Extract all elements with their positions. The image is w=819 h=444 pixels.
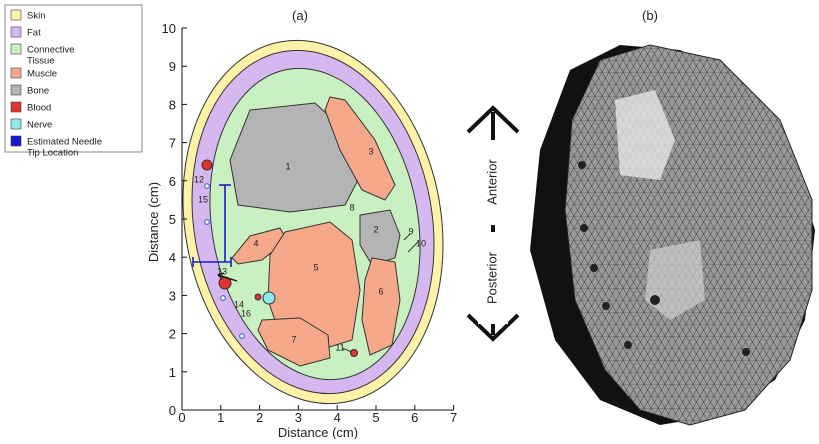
nerve-small — [205, 184, 210, 189]
legend-label: Estimated Needle — [27, 137, 102, 148]
legend-swatch — [11, 44, 21, 54]
legend-label: Tissue — [27, 56, 55, 67]
region-number: 5 — [313, 262, 318, 272]
y-axis-label: Distance (cm) — [146, 182, 161, 262]
x-tick-label: 5 — [372, 410, 379, 425]
mesh-hole — [602, 302, 610, 310]
mesh-hole — [590, 264, 598, 272]
mesh-hole — [624, 341, 632, 349]
y-tick-label: 2 — [169, 327, 176, 342]
legend-swatch — [11, 27, 21, 37]
x-tick-label: 6 — [411, 410, 418, 425]
legend-label: Muscle — [27, 69, 57, 80]
legend-swatch — [11, 10, 21, 20]
blood — [255, 294, 261, 300]
region-number: 15 — [198, 194, 208, 204]
x-tick-label: 7 — [450, 410, 457, 425]
region-number: 4 — [253, 238, 258, 248]
mesh-model — [530, 45, 815, 425]
legend-label: Nerve — [27, 120, 52, 131]
x-tick-label: 2 — [256, 410, 263, 425]
legend-label: Skin — [27, 11, 45, 22]
posterior-label: Posterior — [484, 251, 499, 304]
legend-label: Connective — [27, 45, 75, 56]
blood — [202, 160, 212, 170]
region-number: 2 — [373, 224, 378, 234]
y-tick-label: 5 — [169, 212, 176, 227]
region-number: 3 — [368, 146, 373, 156]
nerve-small — [205, 220, 210, 225]
region-number: 9 — [408, 226, 413, 236]
y-tick-label: 1 — [169, 365, 176, 380]
region-number: 16 — [241, 308, 251, 318]
region-number: 1 — [285, 161, 290, 171]
panel-label: (a) — [292, 8, 308, 23]
x-tick-label: 1 — [217, 410, 224, 425]
legend-label: Blood — [27, 103, 51, 114]
y-tick-label: 0 — [169, 403, 176, 418]
blood — [351, 350, 358, 357]
panel-label: (b) — [642, 8, 658, 23]
figure: Skin Fat ConnectiveTissue Muscle Bone Blood Ne… — [0, 0, 819, 439]
region-number: 11 — [335, 342, 344, 352]
y-tick-label: 6 — [169, 174, 176, 189]
legend-label: Tip Location — [27, 148, 78, 159]
x-axis-label: Distance (cm) — [278, 425, 358, 439]
mesh-hole — [650, 295, 660, 305]
nerve — [263, 292, 275, 304]
legend-swatch — [11, 68, 21, 78]
cross-section — [155, 20, 471, 425]
mesh-hole — [580, 224, 588, 232]
legend-label: Fat — [27, 28, 41, 39]
legend-box — [5, 5, 142, 152]
region-number: 7 — [291, 334, 296, 344]
region-number: 8 — [349, 202, 354, 212]
y-tick-label: 7 — [169, 136, 176, 151]
legend-swatch — [11, 85, 21, 95]
y-tick-label: 10 — [162, 21, 176, 36]
x-tick-label: 0 — [178, 410, 185, 425]
legend-swatch — [11, 136, 21, 146]
x-tick-label: 4 — [334, 410, 341, 425]
x-tick-label: 3 — [295, 410, 302, 425]
legend-swatch — [11, 119, 21, 129]
legend-label: Bone — [27, 86, 49, 97]
mesh-hole — [578, 161, 586, 169]
mesh-hole — [742, 348, 750, 356]
y-tick-label: 9 — [169, 59, 176, 74]
region-number: 13 — [217, 266, 227, 276]
y-tick-label: 4 — [169, 250, 176, 265]
nerve-small — [221, 296, 226, 301]
region-number: 10 — [416, 238, 426, 248]
legend-swatch — [11, 102, 21, 112]
y-tick-label: 3 — [169, 288, 176, 303]
y-tick-label: 8 — [169, 97, 176, 112]
region-number: 6 — [378, 286, 383, 296]
nerve-small — [240, 334, 245, 339]
region-number: 12 — [194, 174, 204, 184]
anterior-label: Anterior — [484, 159, 499, 205]
